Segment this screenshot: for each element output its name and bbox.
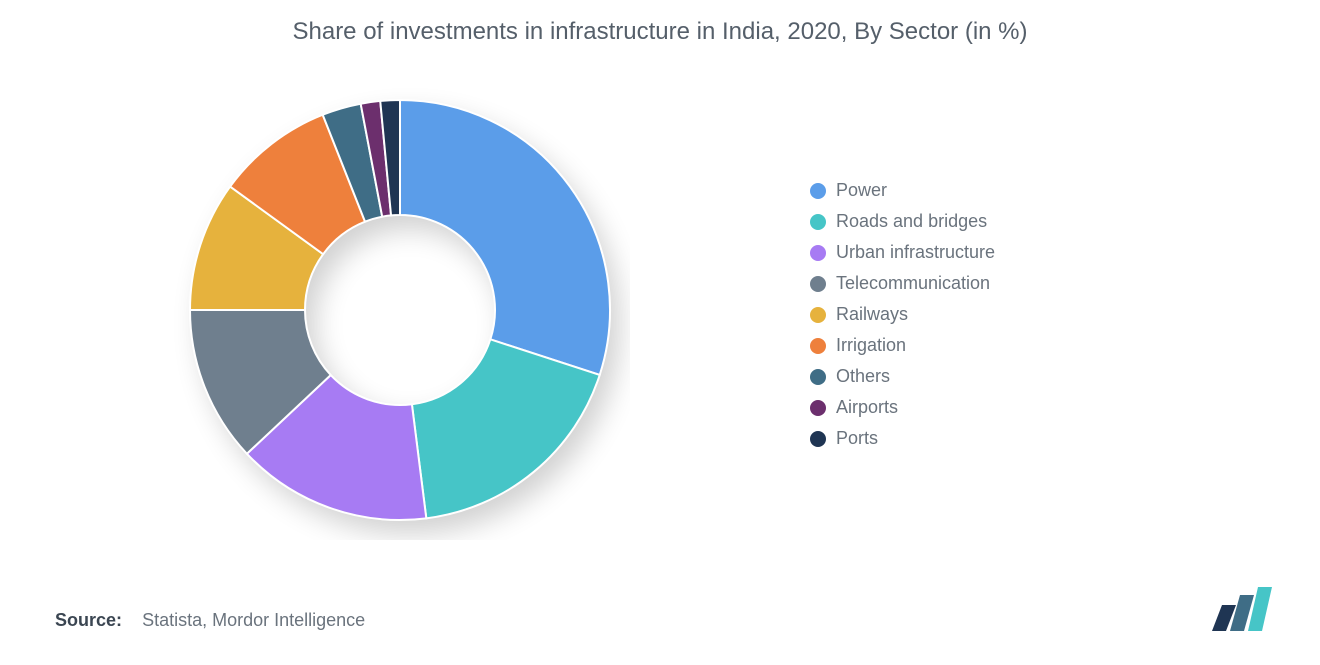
- legend-swatch-icon: [810, 276, 826, 292]
- legend-label: Others: [836, 366, 890, 387]
- legend-item: Telecommunication: [810, 273, 995, 294]
- mordor-logo-icon: [1210, 587, 1278, 631]
- legend-item: Irrigation: [810, 335, 995, 356]
- donut-svg: [170, 80, 630, 540]
- source-line: Source: Statista, Mordor Intelligence: [55, 610, 365, 631]
- legend-swatch-icon: [810, 307, 826, 323]
- donut-chart: [170, 80, 630, 540]
- legend-item: Roads and bridges: [810, 211, 995, 232]
- legend-swatch-icon: [810, 400, 826, 416]
- source-label: Source:: [55, 610, 122, 630]
- legend-item: Ports: [810, 428, 995, 449]
- legend-label: Urban infrastructure: [836, 242, 995, 263]
- legend-label: Power: [836, 180, 887, 201]
- source-text: Statista, Mordor Intelligence: [142, 610, 365, 630]
- donut-slice: [412, 339, 600, 518]
- legend-label: Irrigation: [836, 335, 906, 356]
- legend-item: Power: [810, 180, 995, 201]
- legend-label: Telecommunication: [836, 273, 990, 294]
- legend-swatch-icon: [810, 369, 826, 385]
- legend-swatch-icon: [810, 245, 826, 261]
- legend-item: Urban infrastructure: [810, 242, 995, 263]
- legend: Power Roads and bridges Urban infrastructu…: [810, 180, 995, 449]
- legend-item: Railways: [810, 304, 995, 325]
- legend-swatch-icon: [810, 183, 826, 199]
- legend-item: Others: [810, 366, 995, 387]
- legend-swatch-icon: [810, 214, 826, 230]
- legend-label: Ports: [836, 428, 878, 449]
- legend-label: Railways: [836, 304, 908, 325]
- donut-slice: [400, 100, 610, 375]
- chart-title: Share of investments in infrastructure i…: [0, 18, 1320, 46]
- legend-swatch-icon: [810, 338, 826, 354]
- legend-label: Roads and bridges: [836, 211, 987, 232]
- legend-item: Airports: [810, 397, 995, 418]
- chart-canvas: Share of investments in infrastructure i…: [0, 0, 1320, 665]
- legend-swatch-icon: [810, 431, 826, 447]
- legend-label: Airports: [836, 397, 898, 418]
